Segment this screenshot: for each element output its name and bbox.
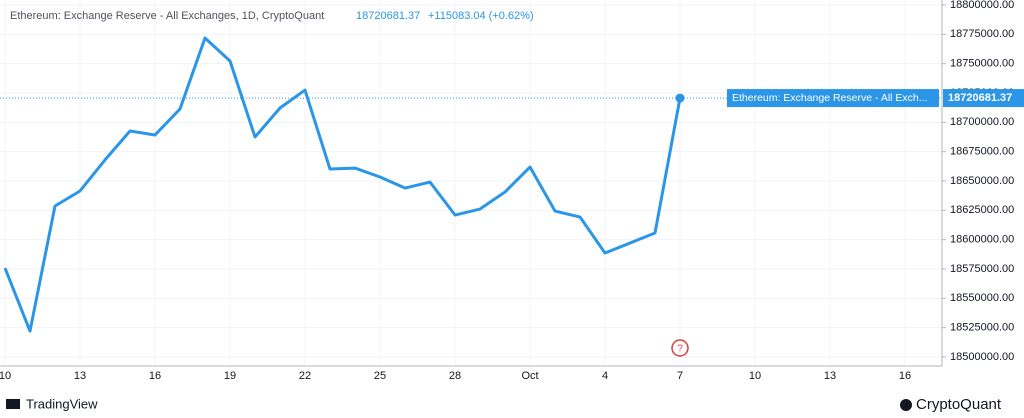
y-tick-label: 18800000.00 [950, 0, 1014, 11]
x-tick-label: 10 [0, 370, 11, 382]
x-tick-label: 28 [449, 370, 461, 382]
grid [0, 0, 942, 366]
x-tick-label: 10 [749, 370, 761, 382]
tv-logo [6, 399, 20, 409]
y-tick-label: 18550000.00 [950, 292, 1014, 304]
y-tick-label: 18625000.00 [950, 204, 1014, 216]
y-tick-label: 18775000.00 [950, 28, 1014, 40]
series-line [3, 36, 682, 333]
y-tick-label: 18650000.00 [950, 175, 1014, 187]
footer-right: CryptoQuant [916, 396, 1002, 413]
series-label-bg [727, 89, 939, 108]
last-value-label: 18720681.37 [948, 92, 1012, 104]
x-tick-label: 13 [74, 370, 86, 382]
axes: 18500000.00 18525000.00 18550000.00 1857500… [0, 0, 1024, 382]
last-point [675, 93, 685, 103]
x-tick-label: 13 [824, 370, 836, 382]
y-tick-label: 18750000.00 [950, 58, 1014, 70]
header-change: +115083.04 (+0.62%) [428, 10, 534, 22]
header-value: 18720681.37 [356, 10, 420, 22]
x-tick-label: 25 [374, 370, 386, 382]
plot [3, 36, 685, 333]
x-tick-label: 19 [224, 370, 236, 382]
x-tick-label: 4 [602, 370, 608, 382]
y-tick-label: 18700000.00 [950, 116, 1014, 128]
y-tick-label: 18575000.00 [950, 263, 1014, 275]
x-tick-label: 16 [149, 370, 161, 382]
y-tick-label: 18525000.00 [950, 322, 1014, 334]
chart-title: Ethereum: Exchange Reserve - All Exchang… [10, 10, 324, 22]
y-tick-label: 18675000.00 [950, 146, 1014, 158]
series-label: Ethereum: Exchange Reserve - All Exch... [732, 92, 928, 104]
x-tick-label: 22 [299, 370, 311, 382]
y-tick-label: 18500000.00 [950, 351, 1014, 363]
x-tick-label: 7 [677, 370, 683, 382]
warning-icon[interactable] [671, 339, 689, 357]
cq-logo [900, 399, 912, 411]
x-tick-label: 16 [899, 370, 911, 382]
warning-icon-text: ? [677, 344, 683, 355]
last-value-bg [943, 89, 1024, 108]
footer-left: TradingView [26, 396, 98, 411]
y-tick-label: 18600000.00 [950, 234, 1014, 246]
x-tick-label: Oct [521, 370, 538, 382]
